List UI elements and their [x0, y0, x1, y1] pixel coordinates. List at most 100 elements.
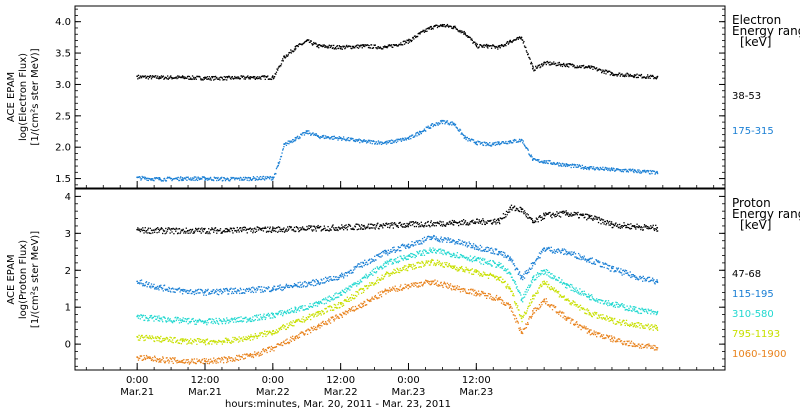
data-point	[196, 230, 199, 232]
data-point	[264, 78, 266, 81]
data-point	[329, 309, 332, 311]
data-point	[181, 293, 184, 295]
data-point	[361, 47, 363, 49]
data-point	[296, 44, 299, 47]
data-point	[397, 226, 399, 229]
series-point	[486, 44, 489, 47]
data-point	[142, 337, 145, 339]
data-point	[446, 241, 448, 243]
data-point	[150, 232, 152, 235]
data-point	[404, 40, 406, 42]
data-point	[257, 288, 259, 290]
data-point	[284, 230, 286, 232]
data-point	[316, 46, 319, 48]
data-point	[541, 63, 543, 65]
data-point	[205, 76, 207, 79]
data-point	[543, 162, 546, 164]
data-point	[380, 143, 383, 146]
data-point	[356, 283, 358, 285]
data-point	[255, 76, 258, 79]
data-point	[515, 283, 517, 285]
data-point	[272, 332, 274, 335]
series-point	[249, 76, 252, 78]
data-point	[141, 316, 143, 318]
data-point	[387, 141, 390, 144]
data-point	[480, 44, 482, 46]
data-point	[612, 305, 615, 308]
data-point	[623, 304, 625, 306]
data-point	[419, 243, 421, 245]
data-point	[650, 74, 652, 77]
data-point	[606, 220, 608, 222]
series-point	[509, 206, 512, 209]
data-point	[573, 64, 575, 66]
data-point	[166, 230, 168, 232]
data-point	[245, 287, 248, 290]
data-point	[416, 241, 419, 244]
data-point	[247, 290, 250, 292]
data-point	[402, 138, 404, 140]
data-point	[145, 231, 147, 233]
data-point	[234, 337, 237, 339]
data-point	[602, 69, 604, 71]
data-point	[619, 304, 621, 306]
data-point	[333, 298, 335, 300]
data-point	[604, 263, 606, 265]
data-point	[540, 270, 542, 272]
data-point	[633, 226, 636, 228]
data-point	[387, 271, 389, 274]
data-point	[199, 341, 201, 344]
data-point	[633, 76, 636, 78]
data-point	[655, 228, 657, 231]
data-point	[530, 280, 533, 282]
data-point	[221, 232, 224, 234]
data-point	[587, 293, 590, 295]
data-point	[246, 232, 248, 234]
data-point	[627, 272, 629, 274]
data-point	[472, 243, 475, 245]
data-point	[275, 329, 278, 331]
data-point	[610, 221, 613, 223]
data-point	[547, 247, 549, 249]
series-point	[181, 76, 184, 78]
data-point	[309, 315, 311, 317]
proton-ytick-label: 2	[65, 266, 71, 277]
data-point	[155, 177, 158, 179]
data-point	[221, 76, 223, 79]
data-point	[341, 305, 344, 307]
data-point	[546, 247, 548, 249]
data-point	[409, 135, 411, 137]
data-point	[441, 239, 443, 241]
data-point	[264, 316, 266, 318]
data-point	[372, 274, 374, 276]
data-point	[625, 170, 628, 173]
data-point	[322, 282, 324, 284]
data-point	[243, 78, 245, 80]
data-point	[215, 291, 217, 293]
data-point	[553, 162, 556, 164]
data-point	[222, 318, 225, 320]
data-point	[164, 232, 166, 235]
data-point	[169, 290, 171, 292]
data-point	[555, 215, 557, 217]
data-point	[387, 273, 390, 275]
data-point	[472, 219, 474, 221]
data-point	[398, 271, 401, 274]
data-point	[530, 218, 533, 220]
data-point	[255, 287, 258, 289]
data-point	[428, 28, 431, 30]
data-point	[160, 286, 163, 289]
data-point	[250, 179, 253, 182]
data-point	[171, 231, 173, 233]
data-point	[465, 243, 467, 245]
data-point	[468, 222, 470, 224]
data-point	[168, 77, 171, 79]
data-point	[252, 75, 255, 78]
data-point	[255, 335, 258, 338]
series-point	[136, 176, 139, 179]
data-point	[439, 238, 442, 240]
data-point	[288, 143, 290, 145]
data-point	[563, 253, 565, 256]
data-point	[156, 232, 158, 234]
data-point	[203, 228, 205, 230]
